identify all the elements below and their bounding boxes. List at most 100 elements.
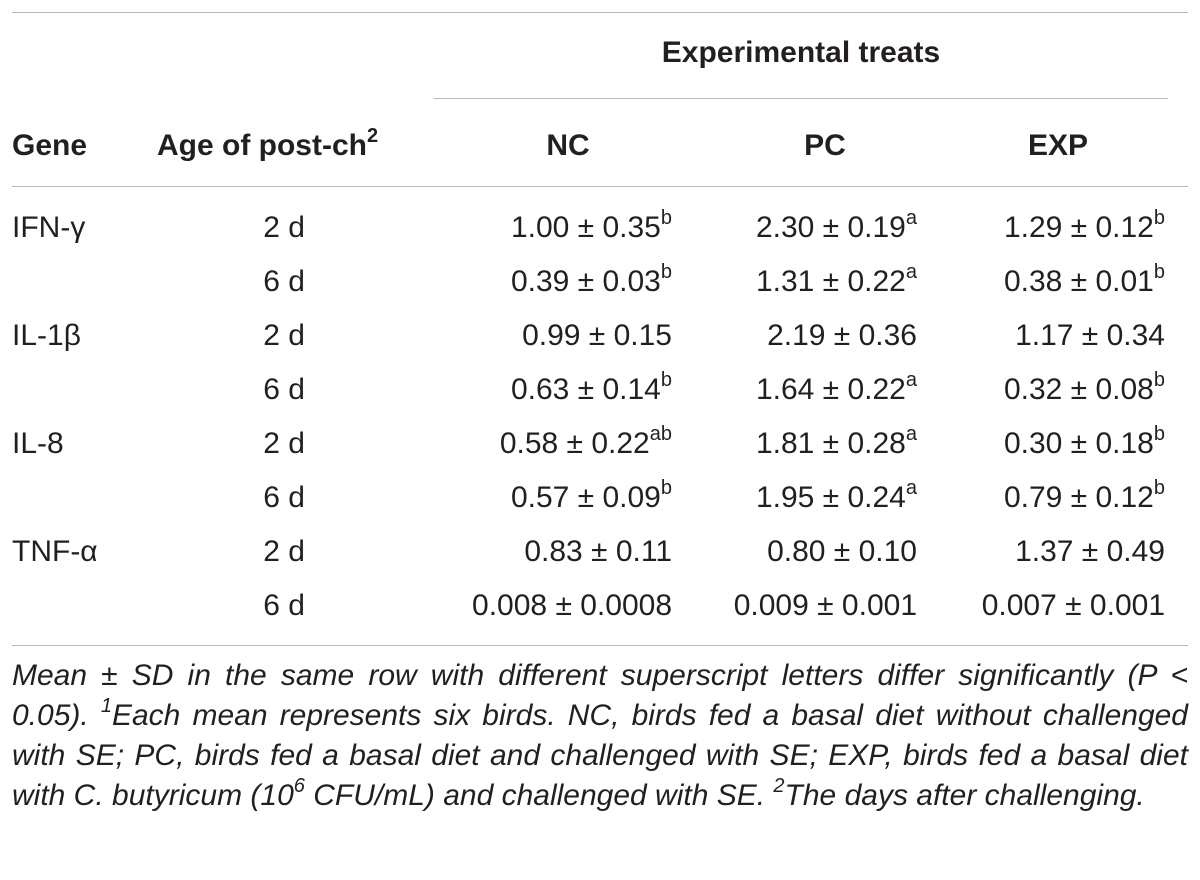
- footnote-sup-6: 6: [293, 775, 305, 797]
- group-header: Experimental treats: [661, 36, 941, 69]
- pc-value-cell-sup: a: [905, 423, 917, 445]
- gene-cell: TNF-α: [12, 534, 98, 570]
- age-column-header: Age of post-ch2: [157, 125, 379, 164]
- gene-cell: IL-1β: [12, 318, 81, 354]
- exp-value-cell: 1.17 ± 0.34: [1015, 318, 1165, 354]
- pc-value-cell-text: 0.80 ± 0.10: [767, 535, 917, 568]
- exp-value-cell-sup: b: [1153, 477, 1165, 499]
- age-cell: 6 d: [263, 264, 305, 300]
- footnote-part-3: CFU/mL) and challenged with SE.: [304, 779, 774, 812]
- group-header-rule: [434, 98, 1168, 99]
- exp-value-cell-text: 0.32 ± 0.08: [1003, 373, 1154, 406]
- exp-value-cell-text: 0.007 ± 0.001: [981, 589, 1165, 622]
- age-cell: 6 d: [263, 480, 305, 516]
- pc-value-cell: 0.80 ± 0.10: [767, 534, 917, 570]
- gene-cell-text: TNF-α: [12, 535, 98, 568]
- exp-value-cell: 0.79 ± 0.12b: [1003, 477, 1165, 516]
- nc-value-cell-text: 0.008 ± 0.0008: [472, 589, 672, 622]
- pc-column-header: PC: [804, 129, 846, 162]
- footnote-part-2: Each mean represents six birds. NC, bird…: [12, 699, 1188, 812]
- gene-cell-text: IL-1β: [12, 319, 81, 352]
- top-rule: [12, 12, 1188, 13]
- nc-value-cell: 0.58 ± 0.22ab: [500, 423, 672, 462]
- exp-column-header: EXP: [1027, 129, 1089, 162]
- pc-value-cell: 1.31 ± 0.22a: [755, 261, 917, 300]
- age-cell: 6 d: [263, 588, 305, 624]
- pc-value-cell-text: 2.19 ± 0.36: [767, 319, 917, 352]
- nc-value-cell: 0.99 ± 0.15: [522, 318, 672, 354]
- table-footnote: Mean ± SD in the same row with different…: [12, 656, 1188, 816]
- nc-value-cell: 0.008 ± 0.0008: [472, 588, 672, 624]
- nc-value-cell-text: 0.83 ± 0.11: [524, 535, 672, 568]
- gene-cell: IL-8: [12, 426, 64, 462]
- age-cell: 2 d: [263, 534, 305, 570]
- exp-value-cell: 0.007 ± 0.001: [982, 588, 1165, 624]
- pc-value-cell: 2.30 ± 0.19a: [755, 207, 917, 246]
- age-cell: 6 d: [263, 372, 305, 408]
- footnote-part-1: Mean ± SD in the same row with different…: [12, 659, 1188, 732]
- gene-cell: IFN-γ: [12, 210, 85, 246]
- table-bottom-rule: [12, 645, 1188, 646]
- exp-value-cell-text: 1.37 ± 0.49: [1015, 535, 1165, 568]
- pc-value-cell-sup: a: [905, 369, 917, 391]
- pc-value-cell-sup: a: [905, 261, 917, 283]
- nc-value-cell: 1.00 ± 0.35b: [511, 207, 672, 246]
- nc-value-cell-sup: b: [660, 261, 672, 283]
- nc-value-cell-sup: b: [660, 477, 672, 499]
- gene-cell-text: IL-8: [12, 427, 64, 460]
- footnote-sup-2: 2: [773, 775, 785, 797]
- nc-value-cell: 0.39 ± 0.03b: [510, 261, 672, 300]
- age-cell-text: 2 d: [263, 319, 305, 352]
- exp-value-cell-text: 1.17 ± 0.34: [1015, 319, 1165, 352]
- age-cell-text: 2 d: [263, 535, 305, 568]
- exp-value-cell-text: 1.29 ± 0.12: [1003, 211, 1154, 244]
- age-cell-text: 2 d: [263, 427, 305, 460]
- pc-value-cell: 1.64 ± 0.22a: [755, 369, 917, 408]
- age-cell-text: 6 d: [263, 481, 305, 514]
- gene-column-header: Gene: [12, 129, 88, 162]
- exp-value-cell-text: 0.30 ± 0.18: [1003, 427, 1154, 460]
- pc-value-cell-text: 2.30 ± 0.19: [755, 211, 906, 244]
- exp-value-cell-text: 0.38 ± 0.01: [1003, 265, 1154, 298]
- nc-value-cell-text: 0.99 ± 0.15: [522, 319, 672, 352]
- pc-value-cell-sup: a: [905, 477, 917, 499]
- exp-value-cell: 1.29 ± 0.12b: [1003, 207, 1165, 246]
- pc-value-cell-text: 0.009 ± 0.001: [733, 589, 917, 622]
- pc-value-cell: 0.009 ± 0.001: [734, 588, 917, 624]
- nc-value-cell-text: 0.63 ± 0.14: [510, 373, 661, 406]
- exp-value-cell: 0.32 ± 0.08b: [1003, 369, 1165, 408]
- exp-value-cell-sup: b: [1153, 369, 1165, 391]
- pc-value-cell-sup: a: [905, 207, 917, 229]
- exp-value-cell: 0.38 ± 0.01b: [1003, 261, 1165, 300]
- age-cell-text: 6 d: [263, 373, 305, 406]
- age-cell: 2 d: [263, 426, 305, 462]
- exp-value-cell-sup: b: [1153, 423, 1165, 445]
- pc-value-cell-text: 1.31 ± 0.22: [755, 265, 906, 298]
- nc-value-cell-sup: ab: [649, 423, 672, 445]
- gene-cell-text: IFN-γ: [12, 211, 86, 244]
- age-cell-text: 2 d: [263, 211, 305, 244]
- exp-value-cell-text: 0.79 ± 0.12: [1003, 481, 1154, 514]
- footnote-part-4: The days after challenging.: [784, 779, 1145, 812]
- age-header-text: Age of post-ch: [157, 129, 367, 162]
- pc-value-cell-text: 1.95 ± 0.24: [755, 481, 906, 514]
- exp-value-cell: 1.37 ± 0.49: [1015, 534, 1165, 570]
- exp-value-cell-sup: b: [1153, 207, 1165, 229]
- exp-value-cell-sup: b: [1153, 261, 1165, 283]
- nc-value-cell: 0.63 ± 0.14b: [510, 369, 672, 408]
- pc-value-cell-text: 1.81 ± 0.28: [755, 427, 906, 460]
- nc-value-cell: 0.57 ± 0.09b: [511, 477, 672, 516]
- nc-value-cell-text: 0.39 ± 0.03: [510, 265, 661, 298]
- age-cell-text: 6 d: [263, 589, 305, 622]
- pc-value-cell-text: 1.64 ± 0.22: [755, 373, 906, 406]
- nc-value-cell-sup: b: [660, 207, 672, 229]
- pc-value-cell: 1.95 ± 0.24a: [755, 477, 917, 516]
- nc-value-cell-sup: b: [660, 369, 672, 391]
- pc-value-cell: 1.81 ± 0.28a: [755, 423, 917, 462]
- age-header-sup: 2: [367, 125, 379, 147]
- age-cell: 2 d: [263, 210, 305, 246]
- nc-value-cell: 0.83 ± 0.11: [524, 534, 672, 570]
- footnote-sup-1: 1: [100, 695, 112, 717]
- exp-value-cell: 0.30 ± 0.18b: [1003, 423, 1165, 462]
